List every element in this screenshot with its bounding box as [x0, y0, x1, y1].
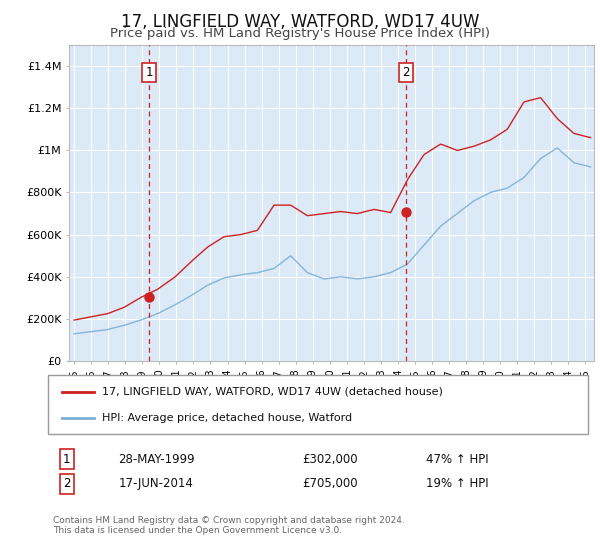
- Text: 28-MAY-1999: 28-MAY-1999: [118, 452, 195, 466]
- Text: HPI: Average price, detached house, Watford: HPI: Average price, detached house, Watf…: [102, 413, 352, 423]
- Text: Contains HM Land Registry data © Crown copyright and database right 2024.
This d: Contains HM Land Registry data © Crown c…: [53, 516, 405, 535]
- Text: 1: 1: [63, 452, 71, 466]
- Text: 17, LINGFIELD WAY, WATFORD, WD17 4UW: 17, LINGFIELD WAY, WATFORD, WD17 4UW: [121, 13, 479, 31]
- Text: 2: 2: [63, 477, 71, 490]
- Text: 19% ↑ HPI: 19% ↑ HPI: [426, 477, 488, 490]
- Text: £705,000: £705,000: [302, 477, 358, 490]
- Text: £302,000: £302,000: [302, 452, 358, 466]
- Text: 1: 1: [145, 66, 153, 79]
- Text: Price paid vs. HM Land Registry's House Price Index (HPI): Price paid vs. HM Land Registry's House …: [110, 27, 490, 40]
- Text: 2: 2: [402, 66, 410, 79]
- Text: 47% ↑ HPI: 47% ↑ HPI: [426, 452, 488, 466]
- Text: 17-JUN-2014: 17-JUN-2014: [118, 477, 193, 490]
- Text: 17, LINGFIELD WAY, WATFORD, WD17 4UW (detached house): 17, LINGFIELD WAY, WATFORD, WD17 4UW (de…: [102, 386, 443, 396]
